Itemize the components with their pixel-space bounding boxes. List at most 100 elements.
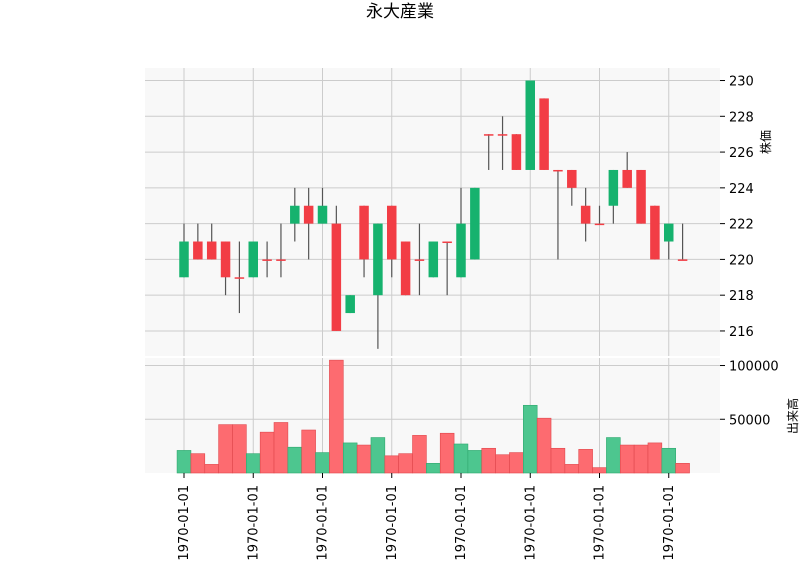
price-tick-label: 224 [729,182,754,197]
volume-bar [329,359,344,474]
candle-body [345,295,355,314]
candle-body [359,205,369,260]
price-axis: 216 218 220 222 224 226 228 230 [720,75,754,340]
x-tick-label: 1970-01-01 [385,485,400,561]
candle-body [650,205,660,260]
volume-tick-label: 100000 [729,360,779,375]
x-tick-label: 1970-01-01 [454,485,469,561]
candle-body [442,241,452,244]
price-tick-label: 220 [729,253,754,268]
candle-body [179,241,189,278]
x-tick-label: 1970-01-01 [177,485,192,561]
candle-body [511,134,522,170]
volume-bars [176,359,690,474]
volume-bar [564,464,580,474]
volume-bar [384,455,399,474]
candle-body [608,169,619,206]
volume-bar [536,417,552,474]
candle-body [594,223,605,226]
price-axis-label: 株価 [758,130,773,154]
volume-bar [467,450,483,474]
price-tick-label: 216 [729,325,754,340]
volume-bar [190,453,206,474]
candle-body [220,241,231,278]
candle-body [677,259,688,261]
volume-bar [287,446,303,474]
candle-body [331,223,342,331]
candle-body [262,259,272,261]
volume-bar [633,444,649,474]
chart-title: 永大産業 [366,2,434,22]
candle-body [483,134,494,136]
candle-body [470,187,480,260]
candle-body [636,169,646,224]
volume-bar [481,447,496,474]
candle-body [553,169,563,172]
volume-bar [356,444,372,474]
price-candles [179,80,688,349]
volume-bar [315,452,330,474]
volume-bar [453,443,469,474]
price-tick-label: 226 [729,146,754,161]
candle-body [414,259,425,261]
candle-body [428,241,439,278]
price-tick-label: 228 [729,110,754,125]
volume-bar [619,444,635,474]
candle-body [456,223,466,278]
candle-body [276,259,286,261]
price-tick-label: 218 [729,289,754,304]
volume-bar [301,429,316,474]
volume-bar [578,449,593,474]
candle-body [317,205,328,224]
x-tick-label: 1970-01-01 [246,485,261,561]
volume-bar [370,437,386,474]
volume-tick-label: 50000 [729,413,770,428]
candle-body [234,277,245,279]
candle-body [580,205,591,224]
volume-bar [342,442,358,474]
volume-bar [204,464,219,474]
volume-bar [606,437,621,474]
candle-body [497,134,508,136]
price-panel-background [145,68,720,356]
volume-bar [439,432,455,474]
x-axis: 1970-01-01 1970-01-01 1970-01-01 1970-01-01… [177,473,677,561]
volume-bar [232,424,247,474]
x-tick-label: 1970-01-01 [316,485,331,561]
volume-bar [176,450,192,474]
candle-body [525,80,535,170]
candle-body [622,169,632,188]
candle-body [664,223,674,242]
volume-bar [647,442,663,474]
volume-bar [523,404,538,474]
x-tick-label: 1970-01-01 [662,485,677,561]
volume-bar [398,453,413,474]
volume-bar [675,463,690,474]
volume-bar [509,452,524,474]
volume-bar [259,431,275,474]
volume-bar [412,435,427,474]
price-tick-label: 230 [729,75,754,90]
volume-bar [426,463,441,474]
candle-body [193,241,203,260]
volume-bar [273,422,289,474]
candle-body [248,241,258,278]
candle-body [567,169,577,188]
price-tick-label: 222 [729,218,754,233]
x-tick-label: 1970-01-01 [593,485,608,561]
volume-bar [661,447,676,474]
candle-body [400,241,411,296]
volume-bar [550,447,566,474]
volume-axis: 50000 100000 [720,360,779,428]
candle-body [539,98,549,170]
candle-body [373,223,383,296]
volume-bar [218,424,233,474]
candle-body [206,241,217,260]
volume-axis-label: 出来高 [785,398,800,434]
candle-body [290,205,300,224]
x-tick-label: 1970-01-01 [523,485,538,561]
candle-body [303,205,314,224]
volume-bar [246,453,261,474]
volume-bar [495,454,510,474]
